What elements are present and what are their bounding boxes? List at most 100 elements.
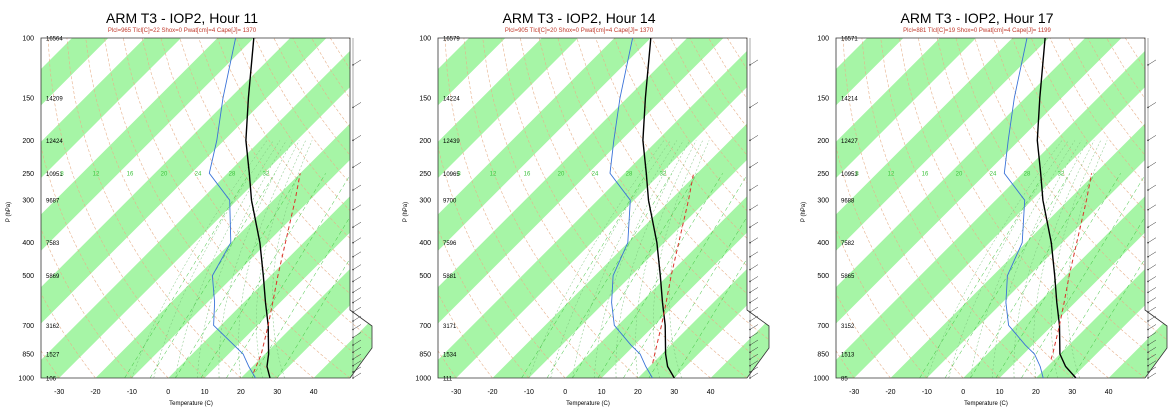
mixing-ratio-line — [124, 173, 250, 378]
wind-barb — [1147, 264, 1157, 270]
skewt-chart: ARM T3 - IOP2, Hour 14 Plcl=905 Tlcl[C]=… — [403, 10, 770, 407]
mixing-ratio-label: 20 — [558, 171, 565, 177]
isotherm-band — [41, 38, 182, 378]
wind-barb — [749, 339, 759, 346]
barb-dot — [749, 208, 751, 211]
barb-dot — [352, 344, 354, 346]
barb-dot — [749, 320, 751, 322]
wind-barb — [749, 347, 759, 353]
dry-adiabat — [520, 38, 748, 378]
temperature-tick: -30 — [451, 389, 461, 396]
isotherm-band — [240, 38, 372, 378]
barb-dot — [749, 139, 751, 142]
moist-adiabat — [238, 140, 300, 378]
pressure-tick: 850 — [22, 352, 34, 359]
pressure-tick: 1000 — [18, 376, 34, 383]
isotherm-band — [41, 38, 254, 378]
pressure-tick: 100 — [419, 36, 431, 43]
barb-dot — [749, 291, 751, 294]
wind-barb — [1147, 184, 1157, 191]
barb-dot — [749, 189, 751, 191]
mixing-ratio-line — [970, 173, 1096, 378]
barb-dot — [749, 328, 751, 331]
moist-adiabat — [1033, 140, 1095, 378]
wind-barbs — [352, 38, 362, 379]
wind-barb — [1147, 297, 1157, 303]
wind-barb — [749, 366, 759, 373]
plot-background — [438, 38, 769, 378]
barb-dot — [749, 226, 751, 228]
barb-dot — [1147, 311, 1149, 313]
dry-adiabat — [41, 38, 133, 378]
barb-dot — [1147, 377, 1149, 379]
isotherm-band — [836, 38, 1049, 378]
barb-dot — [1147, 351, 1149, 354]
barb-dot — [352, 241, 354, 244]
y-axis-label: P (hPa) — [801, 202, 807, 222]
height-label: 106 — [46, 377, 57, 383]
barb-dot — [1147, 226, 1149, 228]
chart-title: ARM T3 - IOP2, Hour 11 — [106, 10, 258, 26]
height-label: 3162 — [46, 324, 60, 330]
barb-dot — [749, 268, 751, 271]
moist-adiabat — [1067, 140, 1108, 378]
sounding-series — [609, 38, 695, 378]
wind-barb — [352, 360, 362, 366]
barb-dot — [352, 189, 354, 191]
mixing-ratio-label: 16 — [524, 171, 531, 177]
mixing-ratio-line — [175, 173, 301, 378]
plot-frame — [835, 37, 1168, 379]
pressure-tick: 200 — [817, 138, 829, 145]
isotherm-band — [890, 38, 1167, 378]
wind-barb — [352, 287, 362, 293]
barb-dot — [749, 377, 751, 379]
y-axis-label: P (hPa) — [6, 202, 12, 222]
dry-adiabat — [836, 38, 964, 378]
wind-barb — [1147, 102, 1157, 108]
mixing-ratio-line — [226, 173, 352, 378]
barb-dot — [1147, 268, 1149, 271]
plot-frame — [437, 37, 770, 379]
wind-barb — [749, 306, 759, 313]
mixing-ratio-label: 20 — [956, 171, 963, 177]
temperature-line — [245, 38, 271, 378]
pressure-tick: 1000 — [415, 376, 431, 383]
mixing-ratio-line — [1021, 173, 1147, 378]
wind-barb — [352, 324, 362, 330]
wind-barb — [749, 59, 759, 66]
wind-barb — [352, 332, 362, 338]
height-label: 7582 — [841, 241, 855, 247]
pressure-tick: 150 — [817, 95, 829, 102]
barb-dot — [749, 106, 751, 109]
barb-dot — [352, 166, 354, 169]
mixing-ratio-line — [623, 173, 749, 378]
mixing-ratio-line — [1072, 173, 1167, 378]
barb-dot — [1147, 166, 1149, 169]
dry-adiabat — [745, 38, 769, 378]
height-label: 3152 — [841, 324, 855, 330]
temperature-tick: -20 — [90, 389, 100, 396]
sounding-series — [1003, 38, 1093, 378]
dry-adiabat — [141, 38, 372, 378]
moist-adiabat — [572, 140, 678, 378]
wind-barb — [749, 332, 759, 338]
wind-barb — [352, 221, 362, 228]
temperature-tick: 30 — [273, 389, 281, 396]
mixing-ratio-label: 24 — [592, 171, 599, 177]
height-label: 14224 — [443, 96, 460, 102]
height-label: 16564 — [46, 37, 63, 43]
barb-dot — [352, 377, 354, 379]
wind-barb — [352, 59, 362, 66]
mixing-ratio-label: 12 — [888, 171, 895, 177]
barb-dot — [749, 358, 751, 360]
height-label: 85 — [841, 377, 848, 383]
barb-dot — [749, 301, 751, 304]
wind-barb — [749, 297, 759, 303]
isotherm-band — [836, 38, 1167, 378]
skewt-panel-hour-17: ARM T3 - IOP2, Hour 17 Plcl=881 Tlcl[C]=… — [795, 0, 1175, 409]
wind-barb — [352, 135, 362, 141]
dewpoint-line — [208, 38, 256, 378]
dry-adiabat — [198, 38, 372, 378]
pressure-tick: 700 — [419, 323, 431, 330]
